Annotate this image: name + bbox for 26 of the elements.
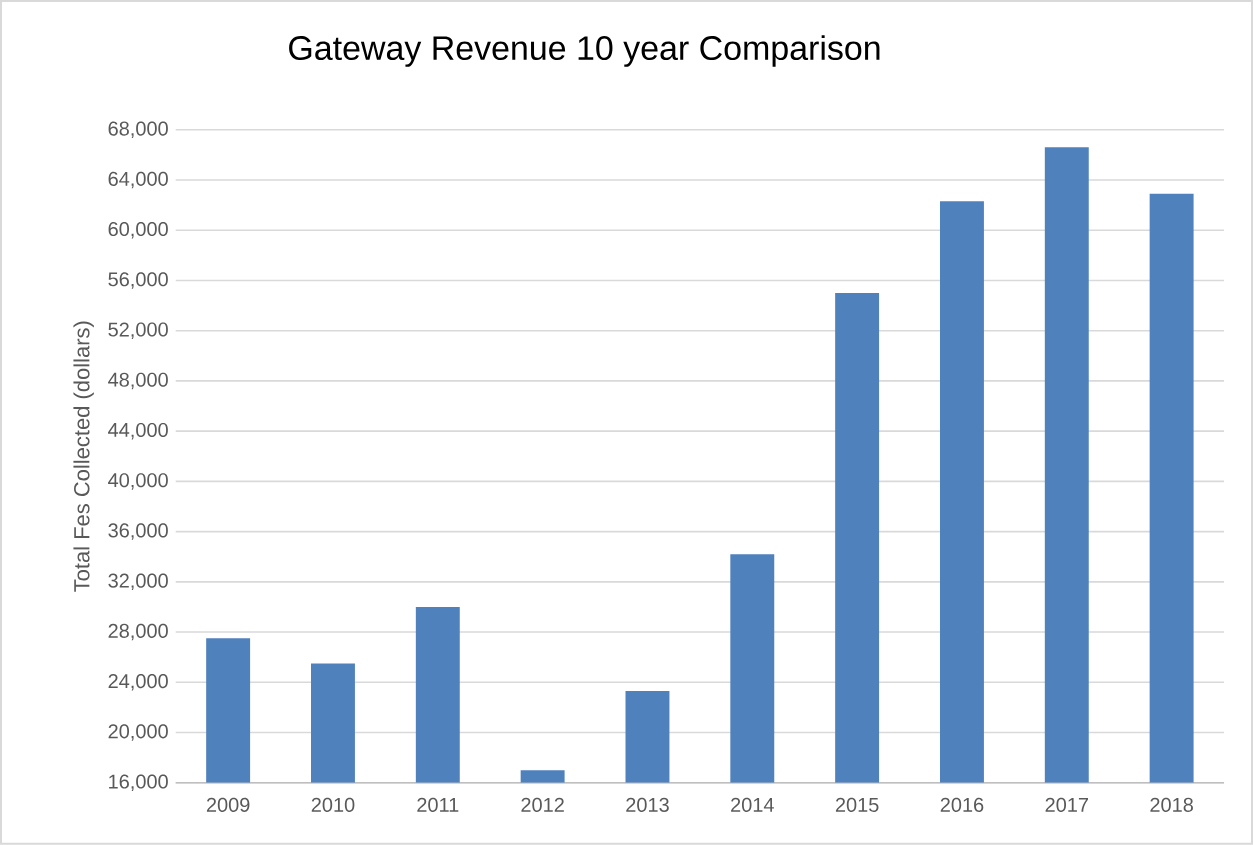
- y-tick-label: 36,000: [108, 523, 168, 541]
- x-tick-label: 2010: [311, 797, 355, 813]
- x-tick-label: 2013: [626, 797, 669, 813]
- y-tick-label: 60,000: [108, 222, 168, 239]
- y-tick-label: 32,000: [108, 573, 168, 591]
- y-tick-label: 16,000: [109, 774, 168, 792]
- y-tick-label: 56,000: [108, 272, 168, 289]
- x-tick-label: 2017: [1045, 797, 1088, 813]
- y-tick-label: 68,000: [108, 121, 168, 139]
- chart-title: Gateway Revenue 10 year Comparison: [289, 35, 880, 67]
- x-tick-label: 2009: [206, 797, 250, 813]
- y-tick-label: 28,000: [108, 623, 168, 641]
- y-tick-label: 64,000: [108, 171, 168, 189]
- y-tick-label: 20,000: [108, 724, 168, 741]
- y-tick-label: 48,000: [108, 372, 168, 390]
- y-axis-title: Total Fes Collected (dollars): [73, 321, 94, 593]
- x-tick-label: 2016: [940, 797, 984, 813]
- y-tick-label: 40,000: [108, 473, 168, 490]
- y-tick-label: 44,000: [108, 423, 168, 440]
- y-tick-label: 24,000: [108, 674, 168, 691]
- x-tick-label: 2011: [417, 797, 459, 813]
- x-tick-label: 2014: [731, 797, 774, 813]
- y-tick-label: 52,000: [108, 322, 168, 340]
- x-tick-label: 2015: [835, 797, 879, 813]
- x-tick-label: 2012: [521, 797, 564, 813]
- x-tick-label: 2018: [1150, 797, 1193, 813]
